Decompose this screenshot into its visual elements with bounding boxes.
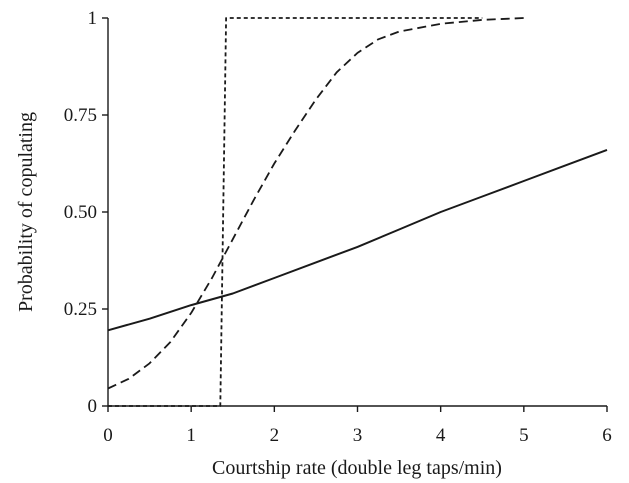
x-tick-label: 5	[519, 425, 529, 446]
x-tick-label: 0	[103, 425, 113, 446]
y-tick-label: 0	[88, 396, 98, 417]
dotted-step-curve	[108, 17, 483, 407]
y-tick-label: 0.50	[64, 202, 97, 223]
dashed-curve	[107, 17, 524, 390]
x-tick-label: 1	[186, 425, 196, 446]
y-tick-label: 0.75	[64, 105, 97, 126]
x-tick-label: 2	[270, 425, 280, 446]
x-tick-label: 3	[353, 425, 363, 446]
solid-curve	[107, 148, 608, 332]
x-axis-title: Courtship rate (double leg taps/min)	[212, 457, 502, 479]
y-tick-label: 1	[88, 8, 98, 29]
y-tick-label: 0.25	[64, 299, 97, 320]
x-tick-label: 4	[436, 425, 446, 446]
x-tick-label: 6	[602, 425, 612, 446]
axes	[107, 18, 607, 407]
ticks: 0 1 2 3 4 5 6 0 0.25 0.50 0.75 1	[64, 8, 612, 446]
series-layer	[107, 17, 608, 407]
y-axis-title: Probability of copulating	[15, 112, 37, 312]
